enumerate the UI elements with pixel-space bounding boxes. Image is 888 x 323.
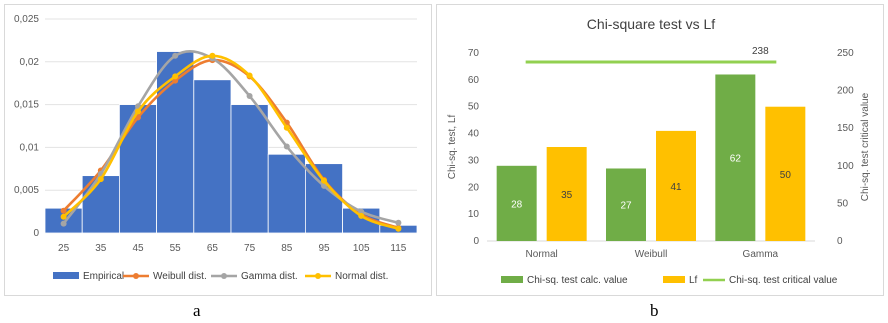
- y-axis-title: Chi-sq. test, Lf: [447, 115, 458, 180]
- x-tick-label: 65: [207, 243, 219, 254]
- y-tick-label: 0: [473, 236, 479, 247]
- bar-chi-sq-test-calc-value: [606, 168, 646, 241]
- legend-swatch-marker: [221, 273, 227, 279]
- bar-data-label: 28: [511, 199, 523, 210]
- critical-value-label: 238: [752, 46, 769, 57]
- legend-swatch: [53, 272, 79, 279]
- y2-tick-label: 100: [837, 161, 854, 172]
- y-tick-label: 60: [468, 75, 480, 86]
- series-point: [358, 208, 365, 215]
- chi-square-chart: Chi-square test vs Lf 0 10 20 30 40 50 60 70 0 50 1…: [447, 16, 871, 286]
- x-tick-label: 95: [318, 243, 330, 254]
- x-tick-label: 85: [281, 243, 293, 254]
- legend-label: Empirical: [83, 271, 124, 282]
- legend-label: Lf: [689, 275, 698, 286]
- series-point: [97, 176, 104, 183]
- bar-lf: [546, 147, 587, 241]
- y-tick-label: 0,025: [14, 14, 39, 25]
- histogram-chart-panel: 0 0,005 0,01 0,015 0,02 0,025 25 35 45 55 65 75 85 95…: [4, 4, 432, 296]
- y2-tick-label: 250: [837, 48, 854, 59]
- bar-data-label: 62: [730, 154, 742, 165]
- bar-data-label: 35: [561, 190, 573, 201]
- y-tick-label: 0,015: [14, 100, 39, 111]
- caption-b: b: [650, 301, 659, 320]
- y-tick-label: 40: [468, 129, 480, 140]
- x-tick-label: Gamma: [743, 249, 779, 260]
- x-tick-label: 75: [244, 243, 256, 254]
- series-point: [60, 220, 67, 227]
- histogram-bar: [304, 163, 343, 234]
- series-point: [172, 52, 179, 59]
- x-tick-label: 105: [353, 243, 370, 254]
- x-tick-label: 45: [132, 243, 144, 254]
- y2-tick-label: 0: [837, 236, 843, 247]
- chi-square-chart-panel: Chi-square test vs Lf 0 10 20 30 40 50 60 70 0 50 1…: [436, 4, 884, 296]
- bar-data-label: 27: [620, 201, 632, 212]
- series-point: [358, 212, 365, 219]
- y-tick-label: 0: [33, 228, 39, 239]
- legend-label: Gamma dist.: [241, 271, 298, 282]
- series-line: [62, 54, 399, 230]
- legend-swatch-marker: [315, 273, 321, 279]
- y-tick-label: 0,01: [20, 142, 40, 153]
- series-point: [172, 77, 179, 84]
- y-tick-label: 0,005: [14, 185, 39, 196]
- y-tick-label: 10: [468, 209, 480, 220]
- legend-swatch: [501, 276, 523, 283]
- x-tick-label: 55: [170, 243, 182, 254]
- legend-label: Chi-sq. test calc. value: [527, 275, 628, 286]
- legend-label: Weibull dist.: [153, 271, 207, 282]
- series-point: [395, 219, 402, 226]
- bar-lf: [656, 130, 696, 241]
- series-point: [60, 207, 67, 214]
- legend-swatch: [663, 276, 685, 283]
- series-point: [209, 52, 216, 59]
- y2-tick-label: 150: [837, 123, 854, 134]
- y2-tick-label: 200: [837, 86, 854, 97]
- chart-title: Chi-square test vs Lf: [587, 16, 715, 32]
- series-point: [283, 124, 290, 131]
- caption-a: a: [193, 301, 201, 320]
- series-point: [246, 72, 253, 79]
- x-tick-label: 35: [95, 243, 107, 254]
- y-tick-label: 70: [468, 48, 480, 59]
- histogram-bar: [193, 79, 232, 234]
- y-tick-label: 0,02: [20, 57, 40, 68]
- y-tick-label: 50: [468, 102, 480, 113]
- histogram-chart: 0 0,005 0,01 0,015 0,02 0,025 25 35 45 55 65 75 85 95…: [14, 14, 418, 282]
- bar-chi-sq-test-calc-value: [715, 74, 756, 241]
- histogram-bar: [230, 104, 269, 234]
- legend-label: Normal dist.: [335, 271, 388, 282]
- y-tick-label: 30: [468, 155, 480, 166]
- series-point: [246, 93, 253, 100]
- series-point: [395, 225, 402, 232]
- series-point: [60, 213, 67, 220]
- series-point: [135, 108, 141, 115]
- x-tick-label: 115: [390, 243, 406, 254]
- y2-axis-title: Chi-sq. test critical value: [860, 92, 871, 201]
- x-tick-label: 25: [58, 243, 70, 254]
- legend-label: Chi-sq. test critical value: [729, 275, 838, 286]
- bar-lf: [765, 106, 806, 241]
- legend-swatch-marker: [133, 273, 139, 279]
- series-point: [172, 73, 179, 80]
- x-tick-label: Normal: [526, 249, 558, 260]
- histogram-bar: [119, 104, 158, 234]
- series-point: [283, 143, 290, 150]
- bar-data-label: 41: [670, 182, 682, 193]
- histogram-bar: [267, 153, 306, 234]
- bar-data-label: 50: [780, 170, 792, 181]
- x-tick-label: Weibull: [635, 249, 668, 260]
- y2-tick-label: 50: [837, 198, 849, 209]
- y-tick-label: 20: [468, 182, 480, 193]
- series-point: [321, 177, 327, 184]
- bar-chi-sq-test-calc-value: [496, 165, 537, 241]
